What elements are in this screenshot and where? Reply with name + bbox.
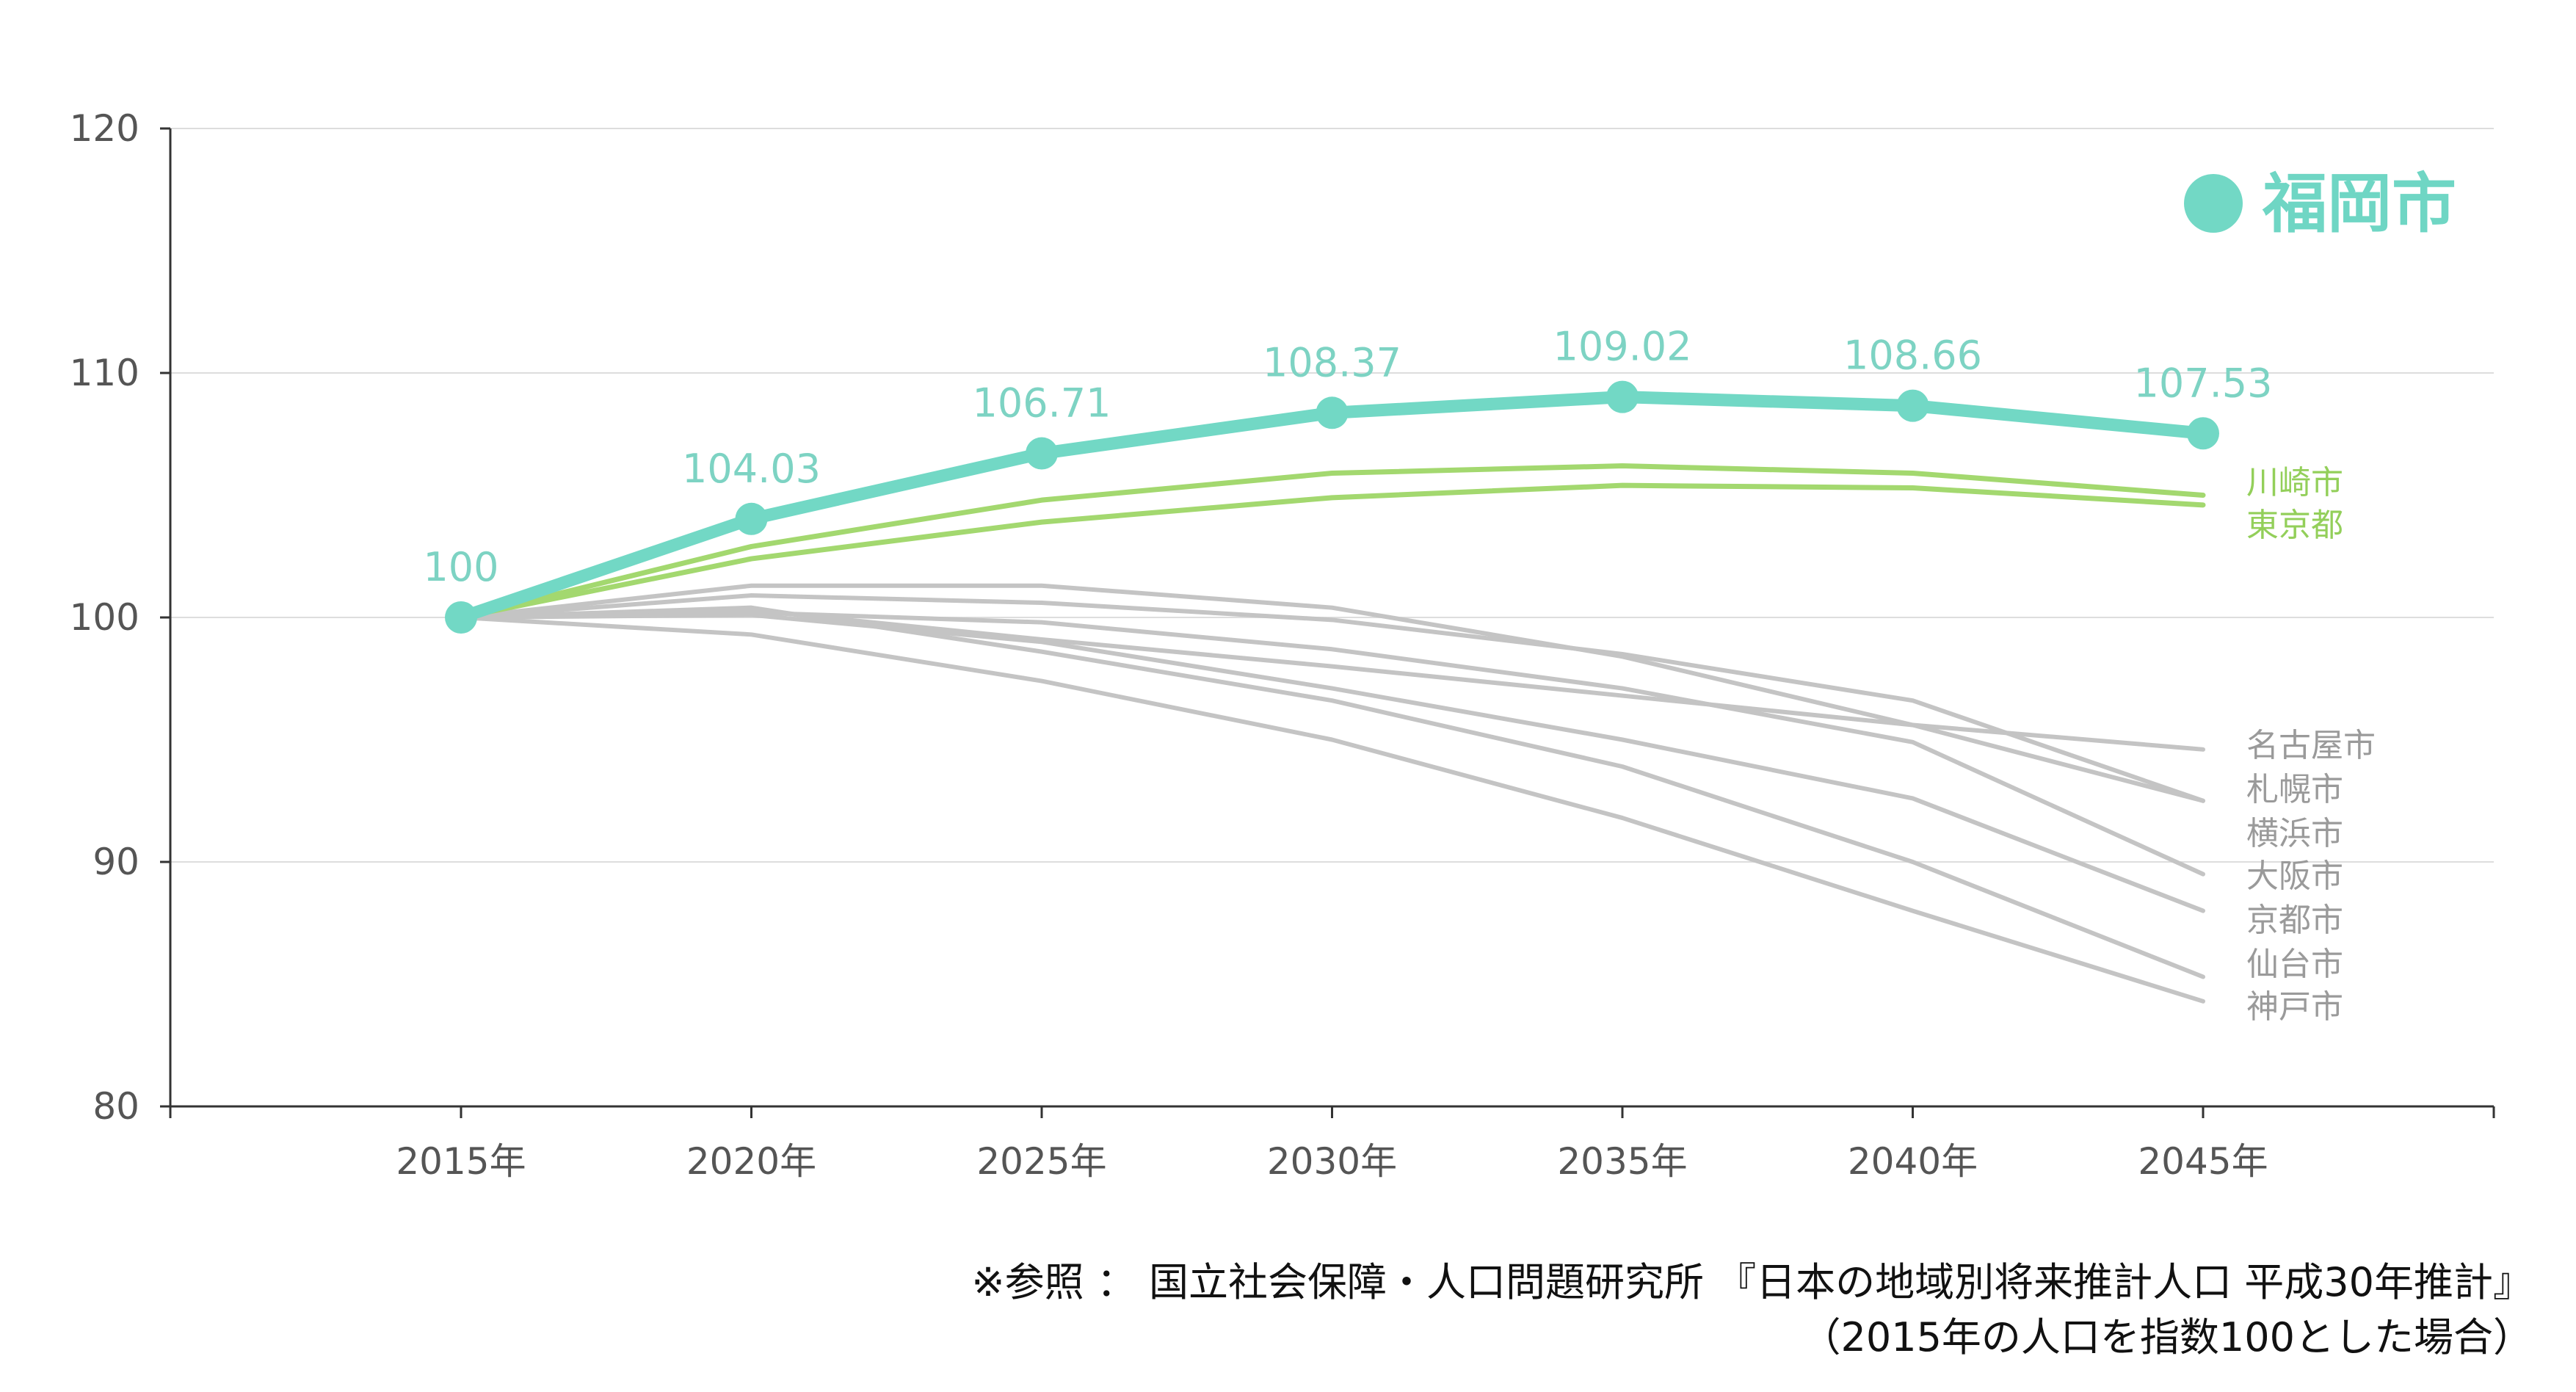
fukuoka-point-0 — [445, 601, 477, 634]
series-label-8: 神戸市 — [2246, 988, 2343, 1026]
x-tick-label-2040: 2040年 — [1848, 1140, 1978, 1183]
fukuoka-data-label-5: 108.66 — [1843, 333, 1982, 379]
source-note-line1: ※参照 ： 国立社会保障・人口問題研究所 『日本の地域別将来推計人口 平成30年… — [971, 1259, 2533, 1305]
series-label-1: 東京都 — [2246, 507, 2343, 544]
series-line-0 — [458, 463, 2206, 620]
source-note-line2: （2015年の人口を指数100とした場合） — [1802, 1314, 2533, 1360]
legend: 福岡市 — [2184, 166, 2456, 242]
x-tick-label-2030: 2030年 — [1267, 1140, 1397, 1183]
fukuoka-data-label-6: 107.53 — [2134, 360, 2273, 406]
other-series-lines — [459, 583, 2205, 1004]
series-line-7 — [459, 605, 2205, 979]
x-tick-label-2025: 2025年 — [976, 1140, 1106, 1183]
series-label-3: 札幌市 — [2246, 771, 2343, 808]
y-tick-label-110: 110 — [70, 352, 139, 394]
fukuoka-data-label-3: 108.37 — [1263, 339, 1401, 385]
fukuoka-point-5 — [1896, 389, 1929, 422]
series-label-7: 仙台市 — [2246, 946, 2343, 983]
series-line-8 — [459, 615, 2205, 1004]
fukuoka-data-label-0: 100 — [423, 544, 498, 590]
y-tick-label-90: 90 — [92, 841, 139, 883]
series-label-5: 大阪市 — [2246, 858, 2343, 895]
x-tick-label-2020: 2020年 — [686, 1140, 816, 1183]
series-label-4: 横浜市 — [2246, 815, 2343, 852]
fukuoka-data-label-4: 109.02 — [1553, 324, 1692, 370]
fukuoka-point-4 — [1606, 380, 1639, 413]
series-label-2: 名古屋市 — [2246, 727, 2376, 764]
axes: 80 90 100 110 120 2015年 2020年 2025年 2030年 2035年 20… — [70, 107, 2495, 1183]
series-line-5 — [459, 610, 2205, 877]
x-tick-label-2045: 2045年 — [2138, 1140, 2268, 1183]
y-tick-label-80: 80 — [92, 1085, 139, 1128]
series-line-3 — [459, 583, 2205, 803]
series-line-4 — [459, 593, 2205, 803]
fukuoka-series: 100 104.03 106.71 108.37 109.02 108.66 107.53 — [423, 324, 2272, 634]
y-tick-label-120: 120 — [70, 107, 139, 150]
green-series-lines — [458, 463, 2206, 620]
y-tick-label-100: 100 — [70, 596, 139, 639]
series-line-6 — [459, 612, 2205, 913]
legend-marker — [2184, 174, 2243, 233]
fukuoka-point-1 — [735, 502, 768, 535]
series-label-6: 京都市 — [2246, 902, 2343, 939]
fukuoka-data-label-2: 106.71 — [973, 380, 1111, 427]
series-line-1 — [458, 482, 2206, 620]
fukuoka-data-label-1: 104.03 — [682, 446, 821, 492]
x-tick-label-2015: 2015年 — [396, 1140, 526, 1183]
fukuoka-point-2 — [1026, 437, 1058, 470]
fukuoka-point-6 — [2187, 417, 2219, 450]
legend-label: 福岡市 — [2262, 166, 2456, 242]
x-tick-label-2035: 2035年 — [1557, 1140, 1687, 1183]
fukuoka-point-3 — [1316, 396, 1349, 429]
series-label-0: 川崎市 — [2246, 464, 2343, 501]
fukuoka-line — [454, 391, 2210, 624]
source-note: ※参照 ： 国立社会保障・人口問題研究所 『日本の地域別将来推計人口 平成30年… — [971, 1259, 2533, 1360]
